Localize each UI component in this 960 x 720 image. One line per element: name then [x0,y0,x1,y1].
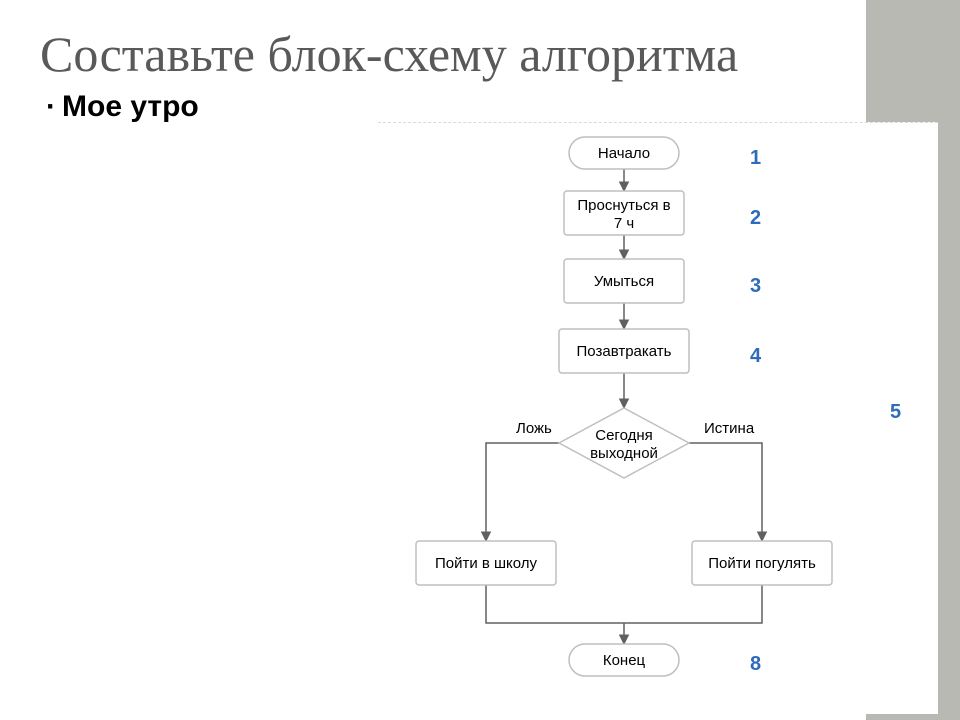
svg-text:Пойти в школу: Пойти в школу [435,555,538,572]
flowchart-area: Начало Проснуться в7 ч Умыться Позавтракать… [378,122,938,714]
svg-text:Начало: Начало [598,145,650,162]
slide: Составьте блок-схему алгоритма Мое утро … [0,0,960,720]
node-walk: Пойти погулять [692,541,832,585]
slide-title: Составьте блок-схему алгоритма [0,0,960,84]
node-end: Конец [569,644,679,676]
step-number-5: 5 [890,401,901,423]
edge-walk-merge [624,585,762,623]
edge-decision-walk [689,443,762,541]
flowchart-svg: Начало Проснуться в7 ч Умыться Позавтракать… [378,123,938,715]
svg-text:выходной: выходной [590,445,658,462]
svg-text:Проснуться в: Проснуться в [577,197,670,214]
edge-label-true: Истина [704,420,755,437]
node-school: Пойти в школу [416,541,556,585]
edge-decision-school [486,443,559,541]
svg-text:Позавтракать: Позавтракать [577,343,672,360]
step-number-4: 4 [750,345,762,367]
svg-text:Умыться: Умыться [594,273,654,290]
node-wake: Проснуться в7 ч [564,191,684,235]
node-breakfast: Позавтракать [559,329,689,373]
edge-school-merge [486,585,624,623]
svg-text:Конец: Конец [603,652,646,669]
edge-label-false: Ложь [516,420,552,437]
slide-subtitle: Мое утро [0,84,960,124]
node-start: Начало [569,137,679,169]
step-number-3: 3 [750,275,761,297]
node-decision: Сегоднявыходной [559,408,689,478]
svg-text:7 ч: 7 ч [614,215,634,232]
svg-text:Пойти погулять: Пойти погулять [708,555,816,572]
node-wash: Умыться [564,259,684,303]
step-number-2: 2 [750,207,761,229]
step-number-1: 1 [750,147,761,169]
step-number-8: 8 [750,653,761,675]
svg-text:Сегодня: Сегодня [595,427,653,444]
